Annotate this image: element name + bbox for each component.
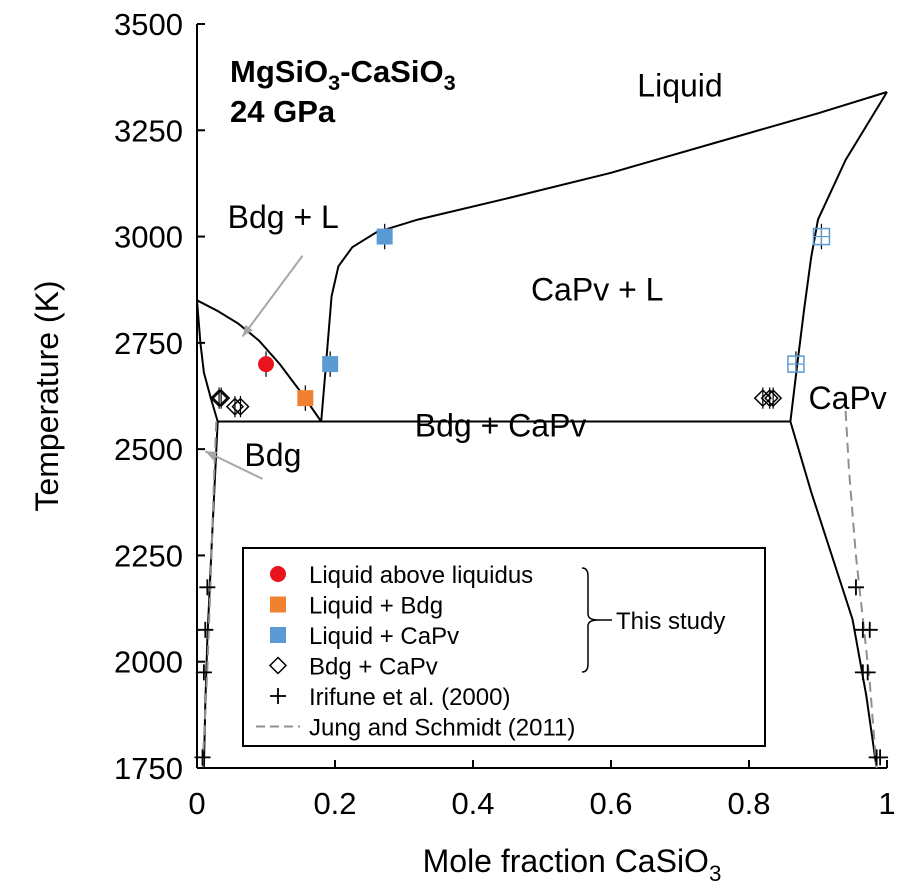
x-tick-label: 0.2 bbox=[313, 786, 356, 821]
region-label: Bdg bbox=[244, 437, 301, 473]
data-point-square bbox=[322, 356, 339, 373]
boundary-capv-solidus bbox=[789, 91, 888, 422]
boundary-jung-capv bbox=[844, 410, 878, 769]
y-axis-title: Temperature (K) bbox=[29, 280, 65, 511]
y-tick-label: 2000 bbox=[114, 645, 183, 680]
x-axis-title: Mole fraction CaSiO3 bbox=[423, 843, 722, 886]
legend-label: Liquid + CaPv bbox=[309, 623, 459, 650]
y-tick-label: 2250 bbox=[114, 538, 183, 573]
arrow-head bbox=[242, 324, 253, 337]
region-label: Liquid bbox=[637, 67, 722, 103]
data-point-diamond bbox=[764, 389, 783, 408]
data-point-square bbox=[297, 390, 314, 407]
y-tick-label: 2500 bbox=[114, 432, 183, 467]
arrow-head bbox=[205, 451, 218, 461]
x-tick-label: 0.4 bbox=[451, 786, 494, 821]
y-tick-label: 1750 bbox=[114, 751, 183, 786]
y-tick-label: 3250 bbox=[114, 113, 183, 148]
region-label: Bdg + L bbox=[228, 199, 339, 235]
legend-marker bbox=[270, 627, 286, 643]
x-tick-label: 0 bbox=[188, 786, 205, 821]
chart-subtitle: 24 GPa bbox=[230, 94, 336, 129]
legend-label: Liquid + Bdg bbox=[309, 593, 443, 620]
y-tick-label: 3500 bbox=[114, 7, 183, 42]
text-layer: 0 0.2 0.4 0.6 0.8 1 1750 2000 2250 2500 2750 3000 32… bbox=[29, 7, 896, 886]
data-point-diamond bbox=[760, 389, 779, 408]
y-tick-label: 3000 bbox=[114, 220, 183, 255]
legend-label: Bdg + CaPv bbox=[309, 654, 438, 681]
legend-marker bbox=[270, 566, 286, 582]
region-label: Bdg + CaPv bbox=[415, 407, 587, 443]
x-tick-label: 0.6 bbox=[589, 786, 632, 821]
x-tick-label: 0.8 bbox=[727, 786, 770, 821]
chart-title: MgSiO3-CaSiO3 bbox=[230, 54, 456, 95]
boundary-capv-solvus bbox=[789, 421, 878, 769]
plot-layer bbox=[194, 23, 889, 769]
legend-marker bbox=[268, 656, 288, 675]
region-label: CaPv bbox=[809, 380, 887, 416]
legend-label: Liquid above liquidus bbox=[309, 562, 533, 589]
data-point-diamond bbox=[212, 389, 231, 408]
legend: Liquid above liquidus Liquid + Bdg Liquid … bbox=[242, 547, 766, 747]
legend-marker bbox=[270, 596, 286, 613]
data-point-circle bbox=[258, 356, 274, 373]
region-label: CaPv + L bbox=[531, 271, 664, 307]
arrow-line bbox=[241, 255, 304, 338]
x-tick-label: 1 bbox=[878, 786, 895, 821]
data-point-diamond bbox=[210, 389, 229, 408]
data-point-diamond bbox=[231, 397, 250, 416]
legend-label: Jung and Schmidt (2011) bbox=[309, 715, 575, 742]
y-tick-label: 2750 bbox=[114, 326, 183, 361]
legend-box bbox=[242, 547, 766, 747]
boundary-capv-liquidus bbox=[320, 91, 888, 422]
boundary-bdg-solidus bbox=[196, 300, 219, 422]
legend-group-label: This study bbox=[616, 608, 725, 635]
legend-label: Irifune et al. (2000) bbox=[309, 684, 510, 711]
data-point-square bbox=[376, 228, 393, 245]
